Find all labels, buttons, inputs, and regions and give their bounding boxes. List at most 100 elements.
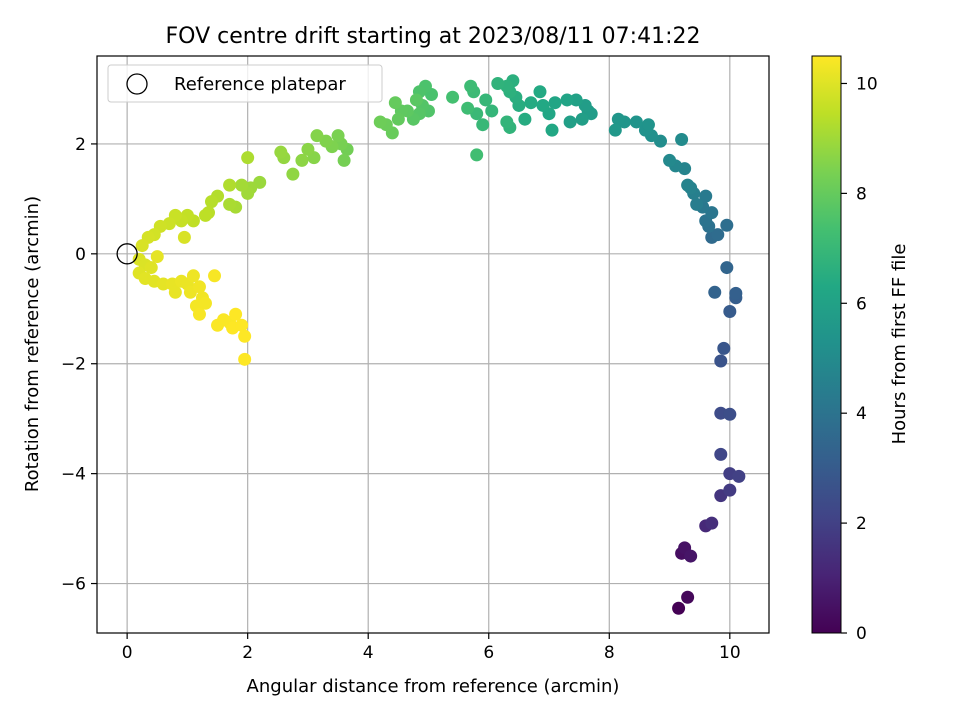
data-point	[144, 261, 158, 275]
data-point	[150, 250, 164, 264]
data-point	[608, 123, 622, 137]
data-point	[198, 208, 212, 222]
data-point	[705, 516, 719, 530]
data-point	[186, 269, 200, 283]
chart-title: FOV centre drift starting at 2023/08/11 …	[166, 24, 701, 49]
data-point	[560, 93, 574, 107]
data-point	[684, 549, 698, 563]
data-point	[714, 447, 728, 461]
data-point	[223, 197, 237, 211]
x-tick-label: 8	[604, 643, 615, 663]
data-point	[235, 178, 249, 192]
data-point	[168, 285, 182, 299]
data-point	[476, 118, 490, 132]
data-point	[675, 133, 689, 147]
x-axis-label: Angular distance from reference (arcmin)	[247, 676, 620, 697]
data-point	[663, 153, 677, 167]
legend-marker-reference	[126, 73, 148, 95]
colorbar-ticks: 0 2 4 6 8 10	[841, 74, 878, 644]
data-point	[274, 145, 288, 159]
data-point	[229, 307, 243, 321]
data-point	[681, 178, 695, 192]
colorbar-tick-label: 0	[856, 624, 867, 644]
data-point	[470, 148, 484, 162]
colorbar-tick-label: 2	[856, 514, 867, 534]
data-point	[717, 341, 731, 355]
data-point	[409, 93, 423, 107]
data-point	[672, 601, 686, 615]
data-point	[238, 352, 252, 366]
y-tick-label: −4	[61, 465, 86, 485]
data-point	[295, 153, 309, 167]
data-point	[192, 280, 206, 294]
data-point	[391, 112, 405, 126]
data-points	[132, 74, 746, 615]
data-point	[720, 261, 734, 275]
data-point	[690, 197, 704, 211]
legend: Reference platepar	[107, 64, 383, 103]
data-point	[723, 483, 737, 497]
x-axis-ticks: 0 2 4 6 8 10	[122, 633, 741, 663]
colorbar-tick-label: 8	[856, 184, 867, 204]
legend-box	[107, 64, 383, 103]
data-point	[235, 318, 249, 332]
data-point	[518, 112, 532, 126]
y-tick-label: 2	[75, 135, 86, 155]
y-tick-label: −6	[61, 575, 86, 595]
data-point	[729, 286, 743, 300]
data-point	[208, 269, 222, 283]
y-tick-label: 0	[75, 245, 86, 265]
x-tick-label: 2	[242, 643, 253, 663]
x-tick-label: 6	[483, 643, 494, 663]
data-point	[446, 90, 460, 104]
data-point	[500, 115, 514, 129]
data-point	[524, 96, 538, 110]
data-point	[533, 85, 547, 99]
colorbar-gradient	[811, 55, 842, 634]
data-point	[464, 79, 478, 93]
data-point	[711, 228, 725, 242]
data-point	[485, 104, 499, 118]
data-point	[388, 96, 402, 110]
data-point	[536, 98, 550, 112]
data-point	[310, 129, 324, 143]
data-point	[714, 354, 728, 368]
colorbar-tick-label: 10	[856, 74, 878, 94]
data-point	[611, 112, 625, 126]
data-point	[217, 313, 231, 327]
data-point	[491, 76, 505, 90]
data-point	[373, 115, 387, 129]
plot-frame	[96, 55, 770, 634]
data-point	[699, 189, 713, 203]
data-point	[723, 407, 737, 421]
data-point	[156, 277, 170, 291]
data-point	[241, 151, 255, 165]
grid	[97, 56, 769, 633]
data-point	[708, 285, 722, 299]
data-point	[681, 590, 695, 604]
data-point	[301, 142, 315, 156]
x-tick-label: 0	[122, 643, 133, 663]
data-point	[629, 115, 643, 129]
data-point	[548, 96, 562, 110]
data-point	[545, 123, 559, 137]
colorbar-tick-label: 4	[856, 404, 867, 424]
colorbar: 0 2 4 6 8 10 Hours from first FF file	[811, 55, 910, 644]
x-tick-label: 4	[363, 643, 374, 663]
data-point	[192, 307, 206, 321]
data-point	[286, 167, 300, 181]
data-point	[461, 101, 475, 115]
data-point	[135, 239, 149, 253]
data-point	[641, 118, 655, 132]
data-point	[569, 93, 583, 107]
y-tick-label: −2	[61, 355, 86, 375]
colorbar-label: Hours from first FF file	[889, 244, 910, 445]
data-point	[732, 469, 746, 483]
data-point	[177, 230, 191, 244]
data-point	[479, 93, 493, 107]
reference-platepar-marker	[116, 243, 138, 265]
y-axis-ticks: −6 −4 −2 0 2	[61, 135, 97, 595]
data-point	[720, 218, 734, 232]
data-point	[223, 178, 237, 192]
